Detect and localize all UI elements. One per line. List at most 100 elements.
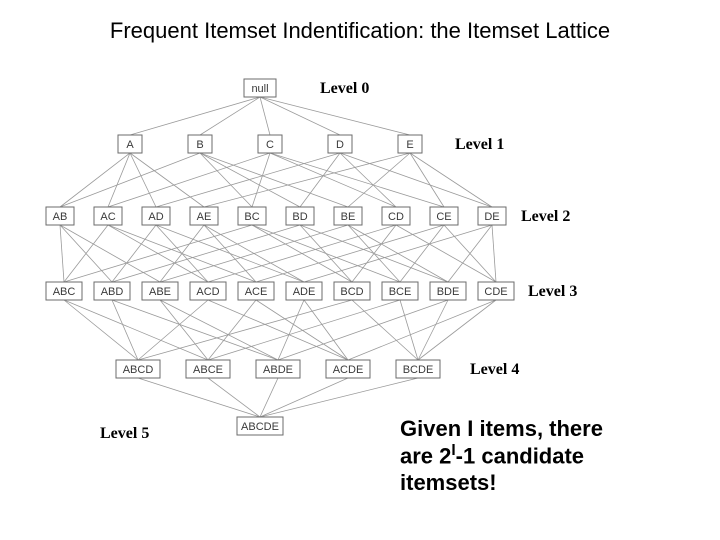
- lattice-edge: [252, 153, 270, 207]
- lattice-edge: [260, 97, 340, 135]
- svg-text:CD: CD: [388, 211, 404, 223]
- svg-text:ACE: ACE: [245, 286, 268, 298]
- lattice-edge: [64, 225, 252, 282]
- lattice-node-null: null: [244, 79, 276, 97]
- lattice-edge: [64, 225, 108, 282]
- level-1-label: Level 1: [455, 136, 504, 154]
- lattice-edge: [260, 378, 278, 417]
- lattice-edge: [418, 300, 496, 360]
- svg-text:B: B: [196, 139, 203, 151]
- lattice-edge: [112, 225, 300, 282]
- svg-text:A: A: [126, 139, 134, 151]
- lattice-edge: [410, 153, 492, 207]
- lattice-edge: [208, 378, 260, 417]
- lattice-edge: [156, 153, 340, 207]
- lattice-edge: [260, 97, 270, 135]
- lattice-node-acde: ACDE: [326, 360, 370, 378]
- lattice-edge: [200, 153, 348, 207]
- lattice-edge: [200, 153, 252, 207]
- svg-text:C: C: [266, 139, 274, 151]
- caption-line1: Given I items, there: [400, 416, 603, 441]
- lattice-edge: [112, 225, 156, 282]
- lattice-node-acd: ACD: [190, 282, 226, 300]
- lattice-edge: [130, 153, 156, 207]
- level-5-label: Level 5: [100, 425, 149, 443]
- lattice-edge: [340, 153, 492, 207]
- lattice-edge: [60, 225, 160, 282]
- lattice-node-e: E: [398, 135, 422, 153]
- lattice-node-abce: ABCE: [186, 360, 230, 378]
- lattice-edge: [160, 225, 348, 282]
- svg-text:BC: BC: [244, 211, 259, 223]
- svg-text:ABDE: ABDE: [263, 364, 293, 376]
- lattice-node-cd: CD: [382, 207, 410, 225]
- lattice-edge: [138, 378, 260, 417]
- svg-text:AD: AD: [148, 211, 163, 223]
- lattice-edge: [448, 225, 492, 282]
- lattice-edge: [200, 97, 260, 135]
- lattice-edge: [260, 378, 348, 417]
- lattice-edge: [256, 300, 348, 360]
- lattice-node-abd: ABD: [94, 282, 130, 300]
- lattice-edge: [130, 153, 204, 207]
- lattice-edge: [260, 378, 418, 417]
- lattice-edge: [208, 225, 396, 282]
- lattice-edge: [270, 153, 396, 207]
- lattice-edge: [60, 153, 130, 207]
- lattice-edge: [400, 225, 444, 282]
- lattice-edge: [400, 300, 418, 360]
- lattice-edge: [340, 153, 396, 207]
- lattice-node-abc: ABC: [46, 282, 82, 300]
- lattice-node-d: D: [328, 135, 352, 153]
- svg-text:ABE: ABE: [149, 286, 171, 298]
- lattice-node-bcde: BCDE: [396, 360, 440, 378]
- lattice-edge: [208, 300, 256, 360]
- lattice-edge: [200, 153, 300, 207]
- lattice-node-b: B: [188, 135, 212, 153]
- level-0-label: Level 0: [320, 80, 369, 98]
- lattice-edge: [138, 300, 352, 360]
- lattice-node-ce: CE: [430, 207, 458, 225]
- svg-text:D: D: [336, 139, 344, 151]
- lattice-node-ad: AD: [142, 207, 170, 225]
- lattice-edge: [130, 97, 260, 135]
- svg-text:E: E: [406, 139, 413, 151]
- svg-text:ADE: ADE: [293, 286, 316, 298]
- caption-line3: itemsets!: [400, 470, 497, 495]
- lattice-node-de: DE: [478, 207, 506, 225]
- lattice-edge: [160, 225, 204, 282]
- lattice-node-abcde: ABCDE: [237, 417, 283, 435]
- lattice-node-ade: ADE: [286, 282, 322, 300]
- svg-text:CE: CE: [436, 211, 451, 223]
- lattice-edge: [204, 225, 256, 282]
- level-3-label: Level 3: [528, 283, 577, 301]
- lattice-node-a: A: [118, 135, 142, 153]
- svg-text:BE: BE: [341, 211, 356, 223]
- lattice-edge: [138, 300, 208, 360]
- svg-text:AC: AC: [100, 211, 115, 223]
- lattice-edge: [492, 225, 496, 282]
- lattice-edge: [64, 300, 138, 360]
- level-4-label: Level 4: [470, 361, 519, 379]
- svg-text:ABC: ABC: [53, 286, 76, 298]
- lattice-node-bc: BC: [238, 207, 266, 225]
- svg-text:AB: AB: [53, 211, 68, 223]
- lattice-node-cde: CDE: [478, 282, 514, 300]
- lattice-edge: [352, 225, 396, 282]
- svg-text:ABCE: ABCE: [193, 364, 223, 376]
- lattice-edge: [304, 225, 492, 282]
- lattice-edge: [208, 300, 348, 360]
- lattice-node-ae: AE: [190, 207, 218, 225]
- svg-text:BDE: BDE: [437, 286, 460, 298]
- svg-text:BCE: BCE: [389, 286, 412, 298]
- lattice-node-ace: ACE: [238, 282, 274, 300]
- lattice-edge: [60, 153, 200, 207]
- caption-text: Given I items, there are 2I-1 candidate …: [400, 416, 603, 497]
- svg-text:ACDE: ACDE: [333, 364, 364, 376]
- lattice-node-bce: BCE: [382, 282, 418, 300]
- lattice-node-abcd: ABCD: [116, 360, 160, 378]
- lattice-node-ac: AC: [94, 207, 122, 225]
- svg-text:BCD: BCD: [340, 286, 363, 298]
- svg-text:CDE: CDE: [484, 286, 507, 298]
- lattice-edge: [278, 300, 304, 360]
